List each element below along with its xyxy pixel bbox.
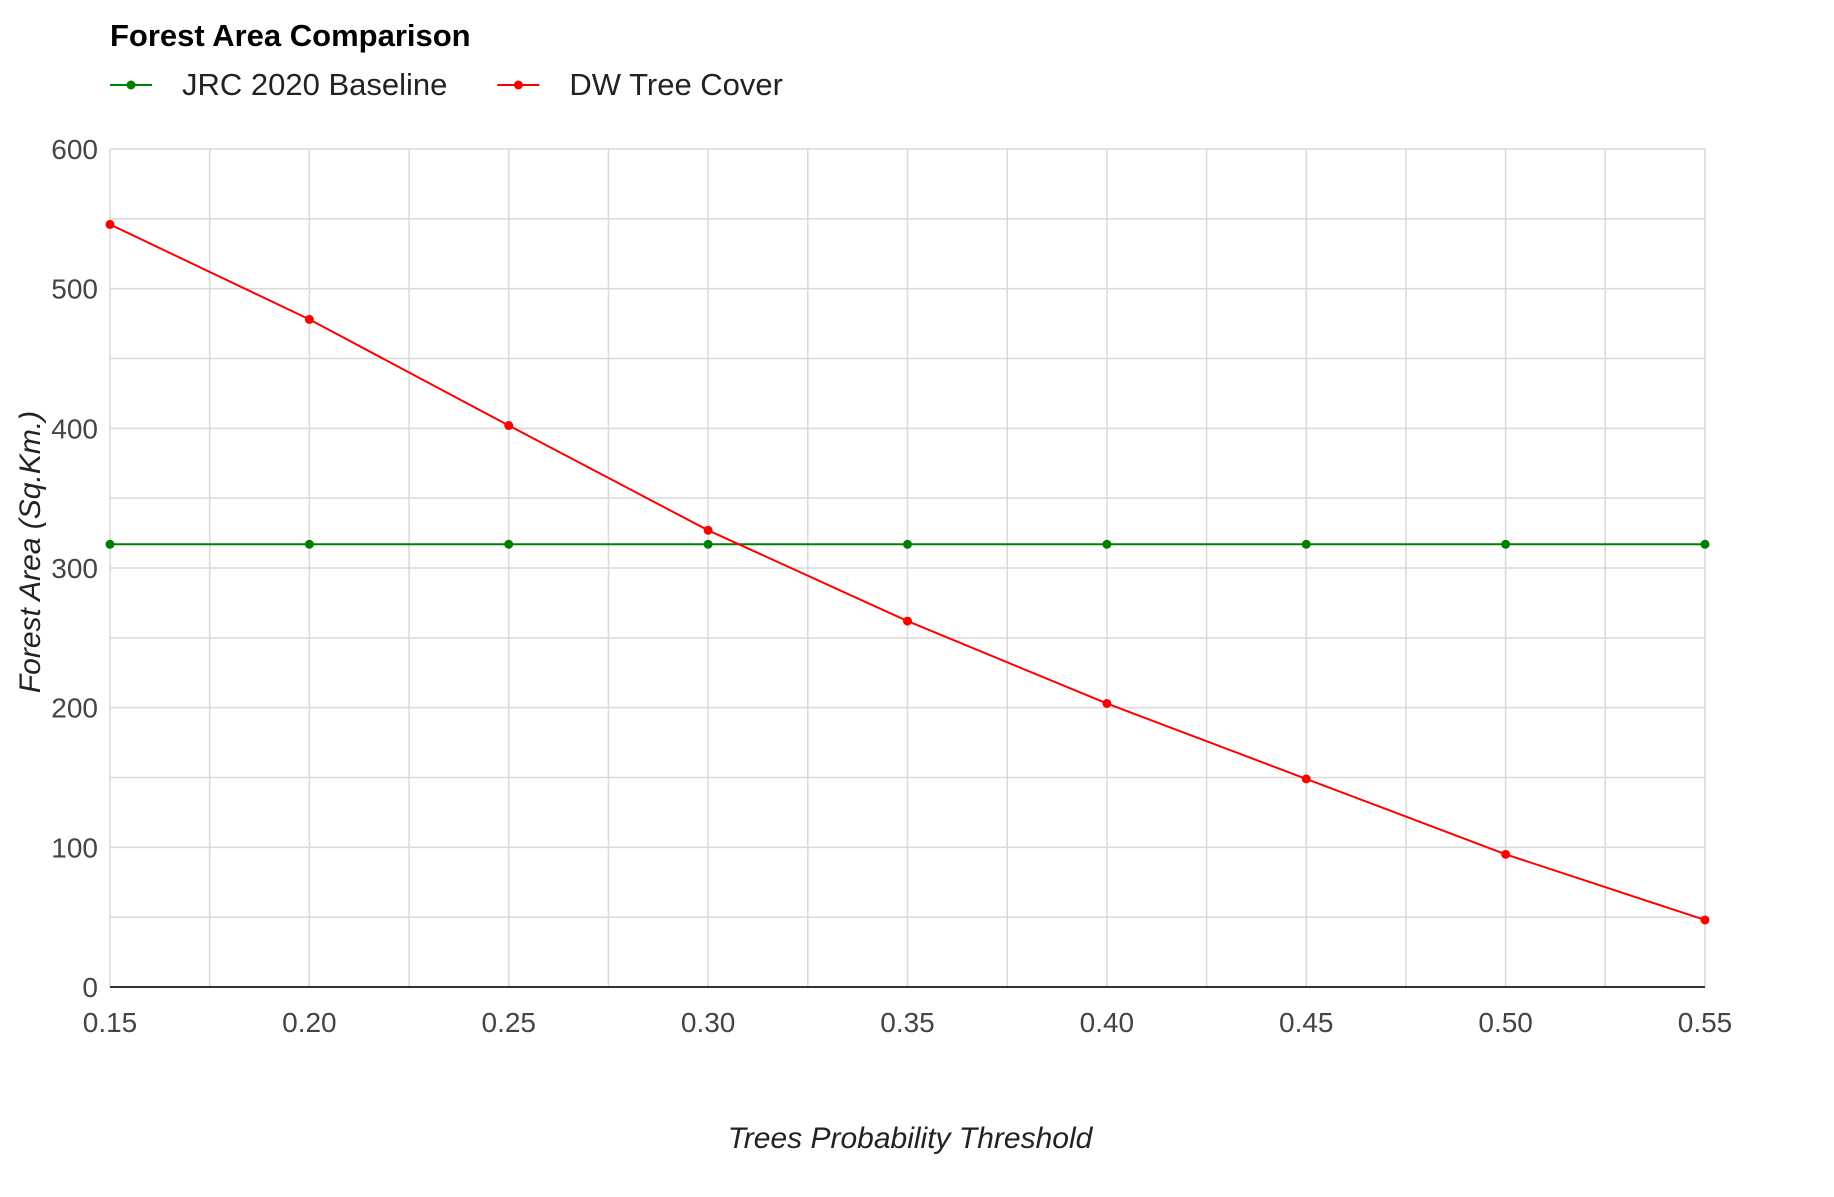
- data-point[interactable]: [105, 539, 115, 549]
- data-point[interactable]: [1102, 698, 1112, 708]
- data-point[interactable]: [903, 539, 912, 549]
- series-dw-tree-cover: [105, 219, 1710, 925]
- data-point[interactable]: [1501, 849, 1511, 859]
- data-point[interactable]: [703, 539, 713, 549]
- data-point[interactable]: [1102, 539, 1112, 549]
- y-tick-label: 400: [51, 413, 98, 444]
- x-tick-label: 0.20: [282, 1007, 337, 1038]
- data-point[interactable]: [1501, 539, 1511, 549]
- x-tick-label: 0.35: [880, 1007, 935, 1038]
- x-tick-label: 0.50: [1478, 1007, 1533, 1038]
- legend-swatch-marker: [126, 80, 136, 90]
- legend-label: DW Tree Cover: [569, 67, 783, 102]
- axes: 0 100 200 300 400 500 600 0.15 0.20 0.25 0.30 0.35 0…: [51, 134, 1732, 1038]
- legend: JRC 2020 Baseline DW Tree Cover: [110, 67, 783, 102]
- y-axis-title: Forest Area (Sq.Km.): [14, 411, 47, 693]
- data-point[interactable]: [504, 421, 514, 431]
- x-tick-label: 0.45: [1279, 1007, 1334, 1038]
- data-point[interactable]: [1700, 915, 1710, 925]
- grid: [109, 148, 1706, 987]
- x-axis-title: Trees Probability Threshold: [728, 1122, 1094, 1155]
- y-tick-label: 200: [51, 693, 98, 724]
- data-point[interactable]: [304, 314, 314, 324]
- y-tick-label: 300: [51, 553, 98, 584]
- data-point[interactable]: [703, 525, 713, 535]
- x-tick-label: 0.25: [482, 1007, 537, 1038]
- series-layer: [105, 219, 1710, 925]
- data-point[interactable]: [504, 539, 514, 549]
- series-jrc-2020-baseline: [105, 539, 1710, 549]
- legend-item[interactable]: JRC 2020 Baseline: [110, 67, 447, 102]
- y-tick-label: 500: [51, 274, 98, 305]
- data-point[interactable]: [304, 539, 314, 549]
- data-point[interactable]: [1700, 539, 1710, 549]
- legend-item[interactable]: DW Tree Cover: [497, 67, 783, 102]
- x-tick-label: 0.40: [1080, 1007, 1135, 1038]
- data-point[interactable]: [1301, 774, 1311, 784]
- x-tick-label: 0.15: [83, 1007, 138, 1038]
- y-tick-label: 0: [82, 972, 98, 1003]
- chart-title: Forest Area Comparison: [110, 18, 471, 53]
- x-tick-label: 0.30: [681, 1007, 736, 1038]
- x-tick-label: 0.55: [1678, 1007, 1733, 1038]
- legend-label: JRC 2020 Baseline: [182, 67, 447, 102]
- data-point[interactable]: [1301, 539, 1311, 549]
- legend-swatch-marker: [513, 80, 523, 90]
- y-tick-label: 100: [51, 832, 98, 863]
- y-tick-label: 600: [51, 134, 98, 165]
- data-point[interactable]: [903, 616, 912, 626]
- data-point[interactable]: [105, 219, 115, 229]
